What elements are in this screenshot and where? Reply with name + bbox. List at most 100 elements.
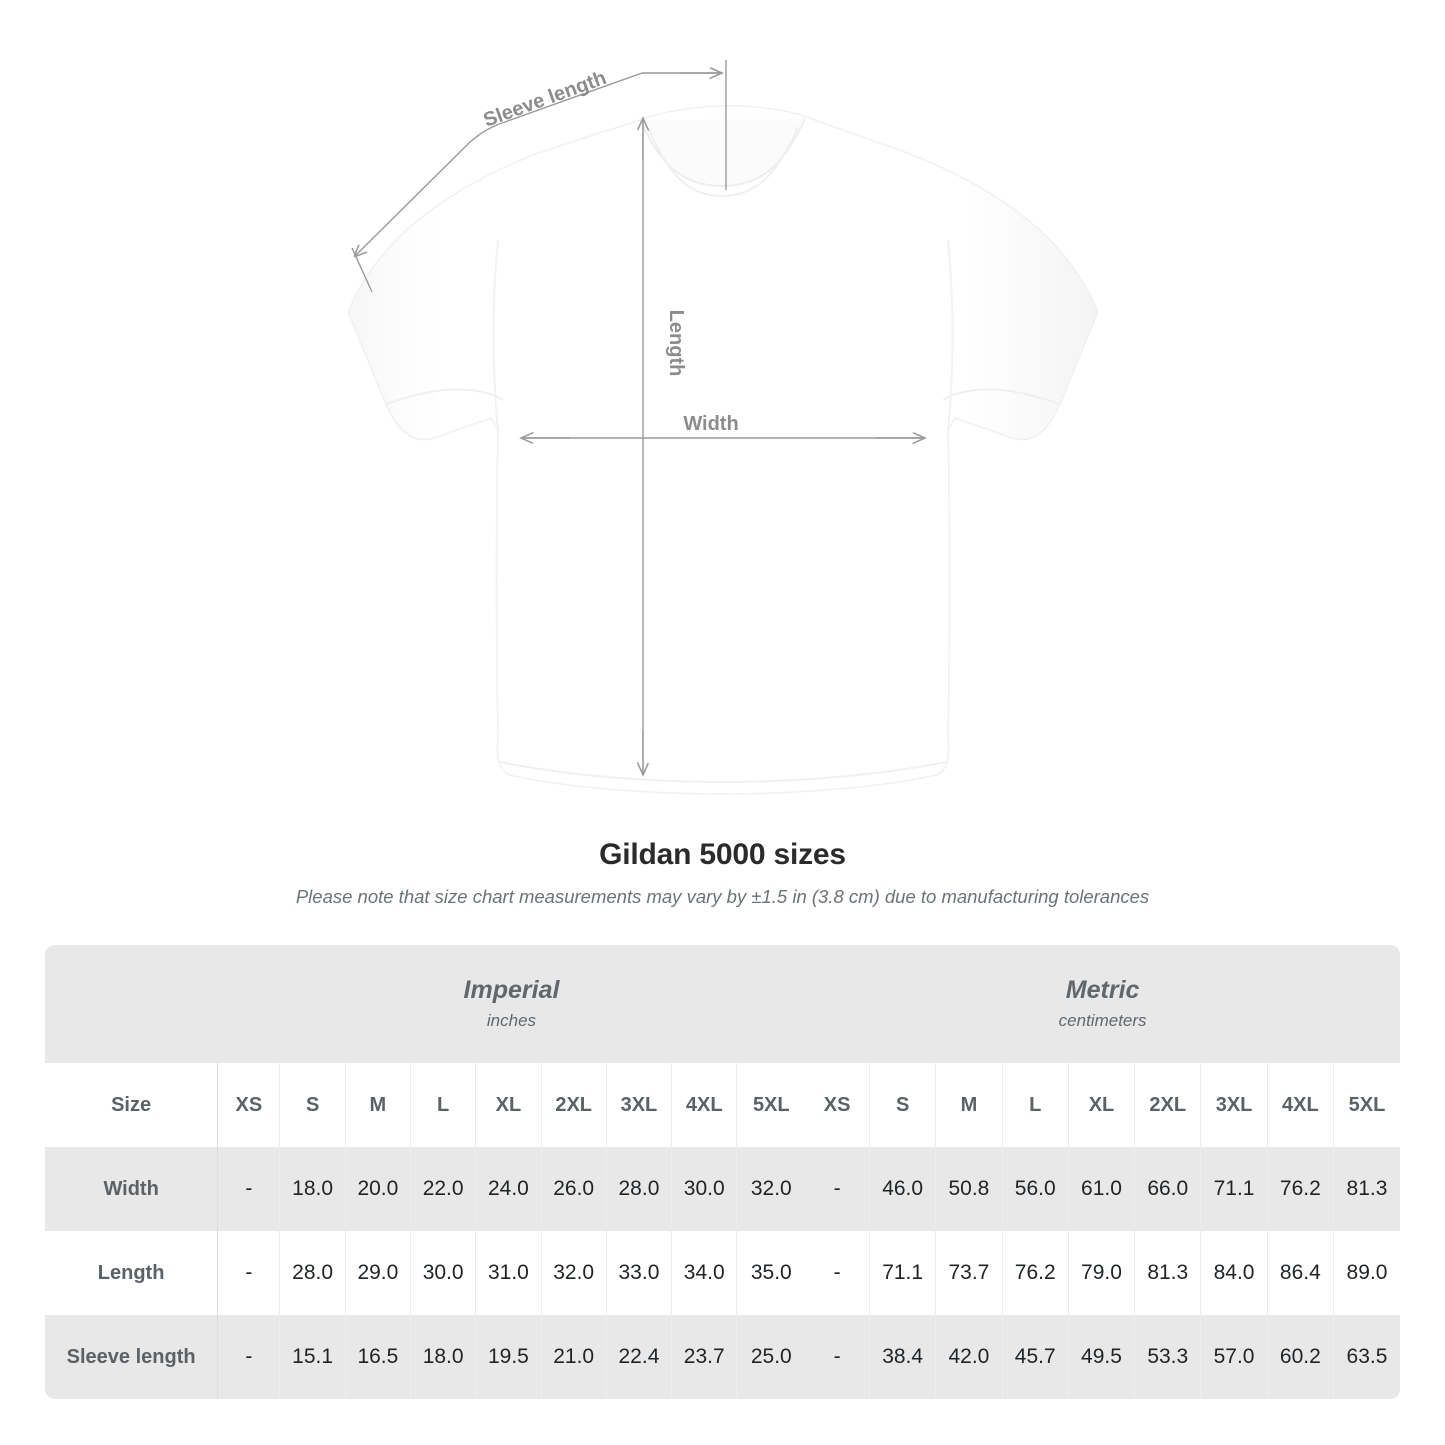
cell-width-imperial-s: 18.0	[279, 1147, 346, 1231]
size-header-imperial-m: M	[345, 1063, 412, 1147]
cell-width-imperial-m: 20.0	[345, 1147, 412, 1231]
cell-sleeve-metric-m: 42.0	[935, 1315, 1003, 1399]
length-label: Length	[665, 310, 687, 377]
sleeve-length-dimension	[351, 60, 727, 293]
cell-sleeve-metric-2xl: 53.3	[1134, 1315, 1202, 1399]
size-header-metric-m: M	[935, 1063, 1003, 1147]
size-header-metric-2xl: 2XL	[1134, 1063, 1202, 1147]
cell-sleeve-metric-5xl: 63.5	[1333, 1315, 1400, 1399]
cell-width-metric-m: 50.8	[935, 1147, 1003, 1231]
left-armhole-seam	[492, 239, 499, 431]
cell-length-imperial-s: 28.0	[279, 1231, 346, 1315]
cell-width-imperial-l: 22.0	[410, 1147, 477, 1231]
size-header-metric-s: S	[869, 1063, 937, 1147]
tshirt-body-path	[347, 105, 1099, 795]
cell-width-metric-s: 46.0	[869, 1147, 937, 1231]
cell-width-metric-3xl: 71.1	[1200, 1147, 1268, 1231]
size-header-imperial-4xl: 4XL	[671, 1063, 738, 1147]
cell-length-imperial-xs: -	[217, 1231, 281, 1315]
size-header-imperial-3xl: 3XL	[606, 1063, 673, 1147]
unit-band-spacer	[45, 945, 218, 1063]
table-row: Sleeve length - 15.1 16.5 18.0 19.5 21.0…	[45, 1315, 1400, 1399]
tshirt-measurement-diagram: Sleeve length Length Width	[347, 60, 1099, 795]
cell-sleeve-imperial-2xl: 21.0	[541, 1315, 607, 1399]
cell-length-metric-s: 71.1	[869, 1231, 937, 1315]
left-sleeve-hem	[385, 388, 504, 405]
cell-length-imperial-2xl: 32.0	[541, 1231, 607, 1315]
measurement-annotations	[351, 60, 925, 775]
tolerance-note: Please note that size chart measurements…	[295, 886, 1150, 907]
cell-width-metric-l: 56.0	[1002, 1147, 1069, 1231]
unit-sub-imperial: inches	[486, 1011, 537, 1031]
unit-header-row: Imperial inches Metric centimeters	[45, 945, 1400, 1063]
row-label-width: Width	[45, 1147, 219, 1231]
unit-header-imperial: Imperial inches	[217, 945, 806, 1063]
cell-sleeve-metric-xl: 49.5	[1068, 1315, 1136, 1399]
cell-length-metric-m: 73.7	[935, 1231, 1003, 1315]
sleeve-length-label: Sleeve length	[481, 67, 610, 132]
cell-sleeve-imperial-4xl: 23.7	[671, 1315, 738, 1399]
cell-width-imperial-xs: -	[217, 1147, 281, 1231]
size-header-metric-l: L	[1002, 1063, 1069, 1147]
cell-sleeve-imperial-m: 16.5	[345, 1315, 412, 1399]
size-header-imperial-xs: XS	[217, 1063, 281, 1147]
size-header-imperial-5xl: 5XL	[736, 1063, 806, 1147]
unit-header-metric: Metric centimeters	[805, 945, 1400, 1063]
size-header-imperial-s: S	[279, 1063, 346, 1147]
size-header-metric-4xl: 4XL	[1267, 1063, 1334, 1147]
width-label: Width	[683, 413, 738, 435]
cell-sleeve-imperial-s: 15.1	[279, 1315, 346, 1399]
sleeve-length-end-tick	[351, 247, 373, 293]
cell-length-imperial-l: 30.0	[410, 1231, 477, 1315]
size-table: Imperial inches Metric centimeters Size …	[45, 945, 1400, 1399]
cell-length-metric-5xl: 89.0	[1333, 1231, 1400, 1315]
bottom-hem	[499, 761, 947, 784]
cell-length-metric-2xl: 81.3	[1134, 1231, 1202, 1315]
cell-length-metric-xs: -	[805, 1231, 871, 1315]
cell-width-imperial-2xl: 26.0	[541, 1147, 607, 1231]
column-header-size: Size	[45, 1063, 219, 1147]
size-header-imperial-xl: XL	[475, 1063, 542, 1147]
cell-length-metric-l: 76.2	[1002, 1231, 1069, 1315]
size-header-metric-3xl: 3XL	[1200, 1063, 1268, 1147]
unit-name-metric: Metric	[1065, 975, 1140, 1004]
cell-sleeve-imperial-xl: 19.5	[475, 1315, 542, 1399]
row-label-sleeve-length: Sleeve length	[45, 1315, 219, 1399]
unit-name-imperial: Imperial	[463, 975, 560, 1004]
cell-length-imperial-3xl: 33.0	[606, 1231, 673, 1315]
page-title: Gildan 5000 sizes	[599, 838, 846, 871]
cell-sleeve-imperial-l: 18.0	[410, 1315, 477, 1399]
cell-length-imperial-4xl: 34.0	[671, 1231, 738, 1315]
cell-sleeve-imperial-xs: -	[217, 1315, 281, 1399]
table-row: Width - 18.0 20.0 22.0 24.0 26.0 28.0 30…	[45, 1147, 1400, 1231]
size-header-imperial-l: L	[410, 1063, 477, 1147]
cell-width-metric-xl: 61.0	[1068, 1147, 1136, 1231]
unit-sub-metric: centimeters	[1058, 1011, 1147, 1031]
tshirt-silhouette	[347, 105, 1099, 795]
cell-width-metric-xs: -	[805, 1147, 871, 1231]
cell-length-imperial-5xl: 35.0	[736, 1231, 806, 1315]
cell-width-imperial-3xl: 28.0	[606, 1147, 673, 1231]
cell-sleeve-metric-l: 45.7	[1002, 1315, 1069, 1399]
cell-sleeve-imperial-5xl: 25.0	[736, 1315, 806, 1399]
cell-width-metric-2xl: 66.0	[1134, 1147, 1202, 1231]
cell-sleeve-metric-4xl: 60.2	[1267, 1315, 1334, 1399]
cell-length-metric-4xl: 86.4	[1267, 1231, 1334, 1315]
cell-width-metric-5xl: 81.3	[1333, 1147, 1400, 1231]
cell-length-imperial-xl: 31.0	[475, 1231, 542, 1315]
size-table-container: Imperial inches Metric centimeters Size …	[45, 945, 1400, 1399]
cell-length-metric-3xl: 84.0	[1200, 1231, 1268, 1315]
sleeve-length-arrow-line	[356, 72, 643, 255]
cell-sleeve-metric-xs: -	[805, 1315, 871, 1399]
size-header-imperial-2xl: 2XL	[541, 1063, 607, 1147]
size-header-metric-xl: XL	[1068, 1063, 1136, 1147]
collar-inner-edge	[647, 126, 799, 198]
title-block: Gildan 5000 sizes Please note that size …	[0, 838, 1445, 908]
size-header-row: Size XS S M L XL 2XL 3XL 4XL 5XL XS S M …	[45, 1063, 1400, 1147]
cell-length-imperial-m: 29.0	[345, 1231, 412, 1315]
cell-width-imperial-xl: 24.0	[475, 1147, 542, 1231]
cell-width-imperial-5xl: 32.0	[736, 1147, 806, 1231]
size-header-metric-xs: XS	[805, 1063, 871, 1147]
right-armhole-seam	[947, 239, 954, 431]
